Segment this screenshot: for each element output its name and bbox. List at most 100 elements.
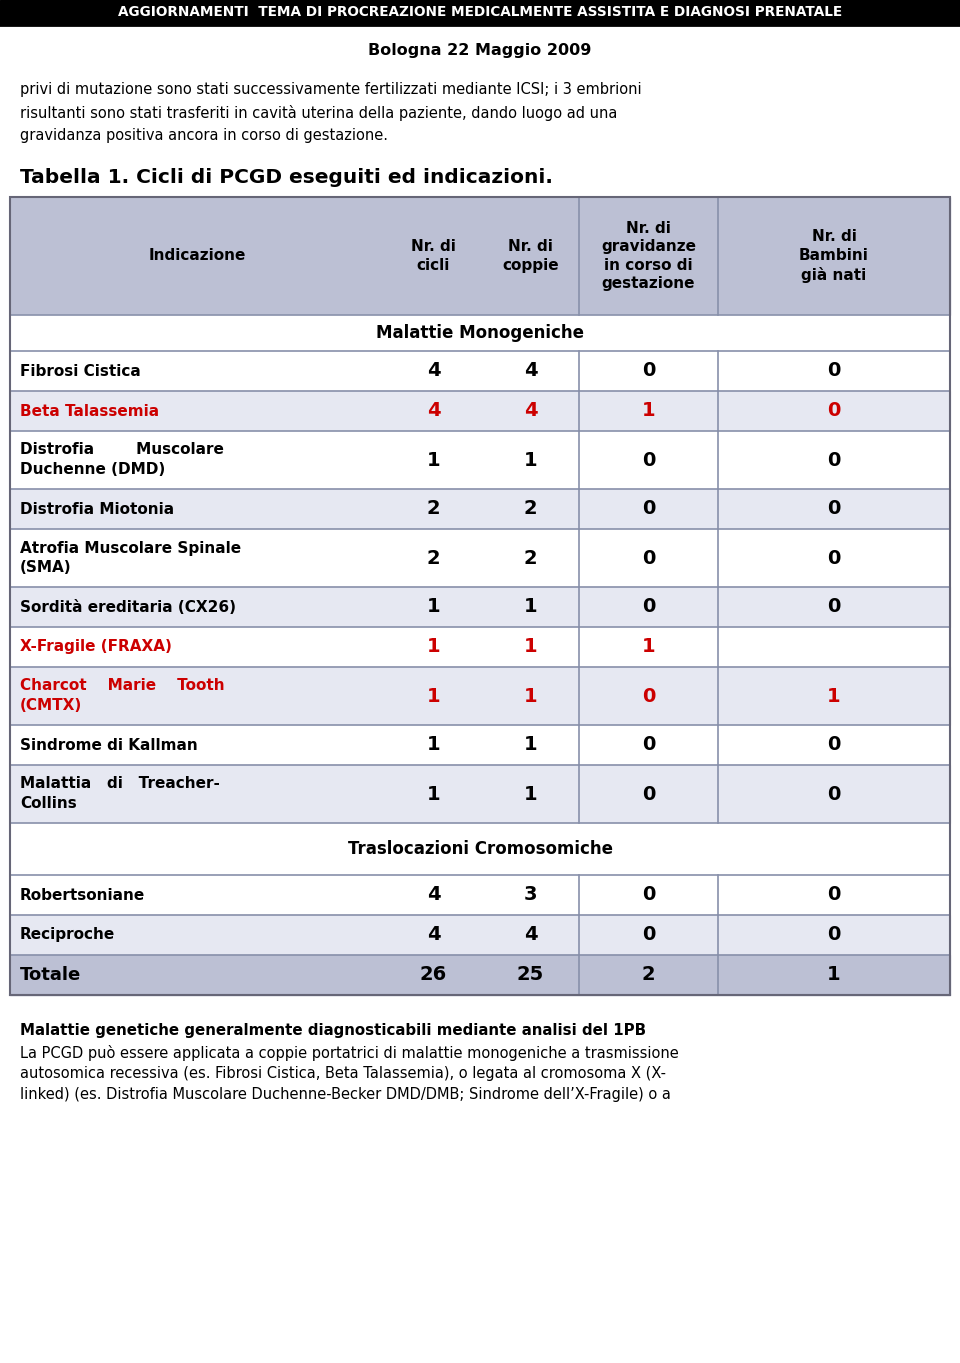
Text: 26: 26 bbox=[420, 965, 447, 984]
Bar bbox=[10, 627, 950, 667]
Text: 1: 1 bbox=[828, 687, 841, 706]
Text: 2: 2 bbox=[426, 499, 441, 518]
Text: gravidanza positiva ancora in corso di gestazione.: gravidanza positiva ancora in corso di g… bbox=[20, 128, 388, 143]
Bar bbox=[10, 875, 950, 915]
Text: Collins: Collins bbox=[20, 796, 77, 811]
Bar bbox=[10, 765, 950, 823]
Text: 1: 1 bbox=[641, 402, 656, 421]
Text: AGGIORNAMENTI  TEMA DI PROCREAZIONE MEDICALMENTE ASSISTITA E DIAGNOSI PRENATALE: AGGIORNAMENTI TEMA DI PROCREAZIONE MEDIC… bbox=[118, 5, 842, 19]
Bar bbox=[10, 823, 950, 875]
Text: Nr. di
cicli: Nr. di cicli bbox=[411, 239, 456, 273]
Bar bbox=[10, 529, 950, 587]
Text: Reciproche: Reciproche bbox=[20, 927, 115, 942]
Text: 0: 0 bbox=[642, 597, 655, 616]
Bar bbox=[10, 587, 950, 627]
Text: Totale: Totale bbox=[20, 966, 82, 984]
Text: 0: 0 bbox=[828, 451, 841, 469]
Text: 1: 1 bbox=[426, 687, 441, 706]
Text: 1: 1 bbox=[426, 785, 441, 804]
Text: 3: 3 bbox=[524, 886, 538, 905]
Text: Tabella 1. Cicli di PCGD eseguiti ed indicazioni.: Tabella 1. Cicli di PCGD eseguiti ed ind… bbox=[20, 168, 553, 187]
Text: linked) (es. Distrofia Muscolare Duchenne-Becker DMD/DMB; Sindrome dell’X-Fragil: linked) (es. Distrofia Muscolare Duchenn… bbox=[20, 1088, 671, 1103]
Text: 0: 0 bbox=[828, 925, 841, 945]
Text: (CMTX): (CMTX) bbox=[20, 698, 83, 713]
Text: 4: 4 bbox=[524, 925, 538, 945]
Bar bbox=[10, 489, 950, 529]
Text: 1: 1 bbox=[828, 965, 841, 984]
Text: autosomica recessiva (es. Fibrosi Cistica, Beta Talassemia), o legata al cromoso: autosomica recessiva (es. Fibrosi Cistic… bbox=[20, 1066, 666, 1081]
Text: 1: 1 bbox=[426, 597, 441, 616]
Text: Sordità ereditaria (CX26): Sordità ereditaria (CX26) bbox=[20, 600, 236, 615]
Text: 0: 0 bbox=[828, 499, 841, 518]
Bar bbox=[10, 955, 950, 995]
Text: Malattie genetiche generalmente diagnosticabili mediante analisi del 1PB: Malattie genetiche generalmente diagnost… bbox=[20, 1024, 646, 1039]
Text: 0: 0 bbox=[828, 785, 841, 804]
Text: 0: 0 bbox=[642, 451, 655, 469]
Text: 1: 1 bbox=[524, 638, 538, 657]
Text: 2: 2 bbox=[641, 965, 656, 984]
Bar bbox=[10, 725, 950, 765]
Text: 4: 4 bbox=[426, 402, 441, 421]
Text: 2: 2 bbox=[426, 548, 441, 567]
Text: 4: 4 bbox=[426, 925, 441, 945]
Bar bbox=[10, 391, 950, 431]
Text: 1: 1 bbox=[426, 736, 441, 755]
Text: La PCGD può essere applicata a coppie portatrici di malattie monogeniche a trasm: La PCGD può essere applicata a coppie po… bbox=[20, 1045, 679, 1060]
Text: 0: 0 bbox=[642, 925, 655, 945]
Text: 25: 25 bbox=[516, 965, 544, 984]
Bar bbox=[10, 315, 950, 352]
Text: 0: 0 bbox=[642, 785, 655, 804]
Bar bbox=[10, 667, 950, 725]
Text: 0: 0 bbox=[828, 597, 841, 616]
Text: 0: 0 bbox=[828, 361, 841, 380]
Text: 4: 4 bbox=[426, 886, 441, 905]
Text: Sindrome di Kallman: Sindrome di Kallman bbox=[20, 737, 198, 752]
Text: 0: 0 bbox=[642, 548, 655, 567]
Text: 1: 1 bbox=[641, 638, 656, 657]
Bar bbox=[10, 198, 950, 315]
Bar bbox=[10, 915, 950, 955]
Text: privi di mutazione sono stati successivamente fertilizzati mediante ICSI; i 3 em: privi di mutazione sono stati successiva… bbox=[20, 82, 641, 97]
Text: Bologna 22 Maggio 2009: Bologna 22 Maggio 2009 bbox=[369, 42, 591, 57]
Text: 0: 0 bbox=[642, 687, 655, 706]
Bar bbox=[10, 352, 950, 391]
Text: Traslocazioni Cromosomiche: Traslocazioni Cromosomiche bbox=[348, 840, 612, 857]
Text: 1: 1 bbox=[426, 451, 441, 469]
Text: 4: 4 bbox=[524, 361, 538, 380]
Text: 1: 1 bbox=[524, 736, 538, 755]
Text: 0: 0 bbox=[828, 886, 841, 905]
Text: Indicazione: Indicazione bbox=[149, 248, 246, 263]
Text: X-Fragile (FRAXA): X-Fragile (FRAXA) bbox=[20, 639, 172, 654]
Text: Robertsoniane: Robertsoniane bbox=[20, 887, 145, 902]
Text: 0: 0 bbox=[828, 548, 841, 567]
Text: 0: 0 bbox=[642, 361, 655, 380]
Text: Distrofia Miotonia: Distrofia Miotonia bbox=[20, 502, 174, 517]
Text: 4: 4 bbox=[524, 402, 538, 421]
Text: 4: 4 bbox=[426, 361, 441, 380]
Text: 0: 0 bbox=[642, 886, 655, 905]
Text: 0: 0 bbox=[642, 736, 655, 755]
Text: 0: 0 bbox=[828, 402, 841, 421]
Text: Nr. di
Bambini
già nati: Nr. di Bambini già nati bbox=[799, 229, 869, 282]
Text: (SMA): (SMA) bbox=[20, 560, 72, 575]
Bar bbox=[10, 431, 950, 489]
Text: Duchenne (DMD): Duchenne (DMD) bbox=[20, 462, 165, 477]
Bar bbox=[0, 0, 960, 25]
Bar bbox=[10, 198, 950, 995]
Text: Distrofia        Muscolare: Distrofia Muscolare bbox=[20, 443, 224, 458]
Text: Malattie Monogeniche: Malattie Monogeniche bbox=[376, 324, 584, 342]
Text: 1: 1 bbox=[426, 638, 441, 657]
Text: 2: 2 bbox=[524, 548, 538, 567]
Text: risultanti sono stati trasferiti in cavità uterina della paziente, dando luogo a: risultanti sono stati trasferiti in cavi… bbox=[20, 105, 617, 121]
Text: 0: 0 bbox=[828, 736, 841, 755]
Text: Nr. di
gravidanze
in corso di
gestazione: Nr. di gravidanze in corso di gestazione bbox=[601, 221, 696, 292]
Text: 1: 1 bbox=[524, 597, 538, 616]
Text: Nr. di
coppie: Nr. di coppie bbox=[502, 239, 559, 273]
Text: 1: 1 bbox=[524, 451, 538, 469]
Text: 0: 0 bbox=[642, 499, 655, 518]
Text: Atrofia Muscolare Spinale: Atrofia Muscolare Spinale bbox=[20, 541, 241, 556]
Text: 2: 2 bbox=[524, 499, 538, 518]
Text: 1: 1 bbox=[524, 687, 538, 706]
Text: Malattia   di   Treacher-: Malattia di Treacher- bbox=[20, 777, 220, 792]
Text: Fibrosi Cistica: Fibrosi Cistica bbox=[20, 364, 141, 379]
